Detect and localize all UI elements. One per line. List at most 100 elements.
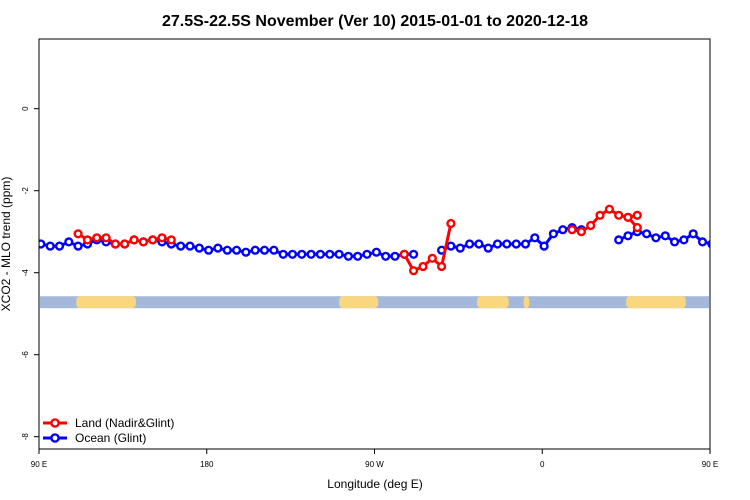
y-tick-label: -2 [21,187,30,195]
ocean-data-point [39,239,46,249]
ocean-data-point [520,239,531,249]
ocean-data-point [390,251,400,261]
land-data-point [166,235,176,245]
ocean-data-point [222,245,232,255]
ocean-data-point [736,243,743,250]
legend-swatch-marker [50,433,60,443]
land-data-point [399,249,409,259]
ocean-data-point [530,233,540,243]
ocean-data-point [204,245,214,255]
land-series [73,204,642,276]
ocean-data-point [381,251,391,261]
ocean-data-point [362,249,372,259]
ocean-data-point [483,243,493,253]
land-data-point [623,212,633,222]
land-data-point [110,239,121,249]
chart-title: 27.5S-22.5S November (Ver 10) 2015-01-01… [162,13,588,30]
ocean-data-point [746,241,750,248]
ocean-data-point [185,241,195,251]
legend-item-ocean: Ocean (Glint) [43,431,146,445]
land-band-segment [477,296,509,309]
land-data-point [567,225,577,235]
y-axis-label: XCO2 - MLO trend (ppm) [0,177,13,312]
ocean-data-point [641,229,652,239]
ocean-data-point [446,241,456,251]
ocean-data-point [558,225,568,235]
ocean-data-point [371,247,382,257]
ocean-data-point [232,245,242,255]
land-data-point [586,220,596,231]
legend: Land (Nadir&Glint)Ocean (Glint) [43,416,174,445]
ocean-data-point [727,239,734,246]
ocean-data-point [409,249,419,259]
legend-swatch-marker [50,418,60,428]
ocean-data-point [241,247,251,257]
ocean-data-point [651,233,661,243]
land-data-point [576,227,587,237]
x-axis-label: Longitude (deg E) [327,477,422,491]
legend-label: Ocean (Glint) [75,431,146,445]
land-data-point [409,266,419,276]
ocean-data-point [259,245,270,255]
y-axis: 0 -2 -4 -6 -8 [21,106,39,440]
y-tick-label: 0 [21,106,30,111]
ocean-data-point [511,239,521,249]
ocean-data-point [315,249,326,259]
x-tick-label: 0 [540,460,545,469]
ocean-data-point [353,251,363,261]
ocean-data-point [697,237,708,247]
legend-item-land: Land (Nadir&Glint) [43,416,174,430]
land-data-point [101,233,111,243]
ocean-data-point [213,243,223,253]
ocean-data-point [269,245,279,255]
x-tick-label: 90 E [31,460,47,469]
land-data-point [157,233,167,243]
ocean-data-point [539,241,549,251]
land-data-point [604,204,615,214]
ocean-data-point [73,241,83,251]
land-data-point [427,253,437,263]
ocean-data-point [660,231,670,241]
land-data-point [73,229,83,239]
ocean-data-point [297,249,307,259]
ocean-data-point [54,241,65,251]
x-tick-label: 90 W [365,460,384,469]
x-tick-label: 180 [200,460,214,469]
ocean-data-point [343,251,354,261]
ocean-data-point [325,249,335,259]
y-tick-label: -8 [21,433,30,441]
land-band-segment [626,296,686,309]
land-data-point [138,237,149,247]
x-tick-label: 90 E [702,460,718,469]
ocean-data-point [679,235,689,245]
land-data-point [92,233,102,243]
ocean-series-line [440,226,582,252]
legend-label: Land (Nadir&Glint) [75,416,174,430]
land-band-segment [523,296,530,309]
land-data-point [632,210,642,220]
ocean-data-point [278,249,288,259]
land-data-point [446,218,456,229]
land-data-point [614,210,624,220]
land-data-point [129,235,139,245]
land-band-segment [76,296,136,309]
ocean-data-point [176,241,186,251]
ocean-data-point [614,235,624,245]
ocean-data-point [64,237,74,247]
ocean-data-point [287,249,298,259]
ocean-data-point [306,249,316,259]
land-band-segment [339,296,379,309]
surface-band [40,296,709,309]
x-axis: 90 E 180 90 W 0 90 E [31,449,718,469]
ocean-data-point [669,237,680,247]
land-data-point [595,210,605,220]
series-layer [39,204,750,276]
ocean-data-point [194,243,204,253]
land-data-point [82,235,93,245]
land-data-point [418,261,428,272]
ocean-data-point [688,229,698,239]
y-tick-label: -4 [21,269,30,277]
ocean-data-point [718,237,725,244]
ocean-data-point [45,241,55,251]
